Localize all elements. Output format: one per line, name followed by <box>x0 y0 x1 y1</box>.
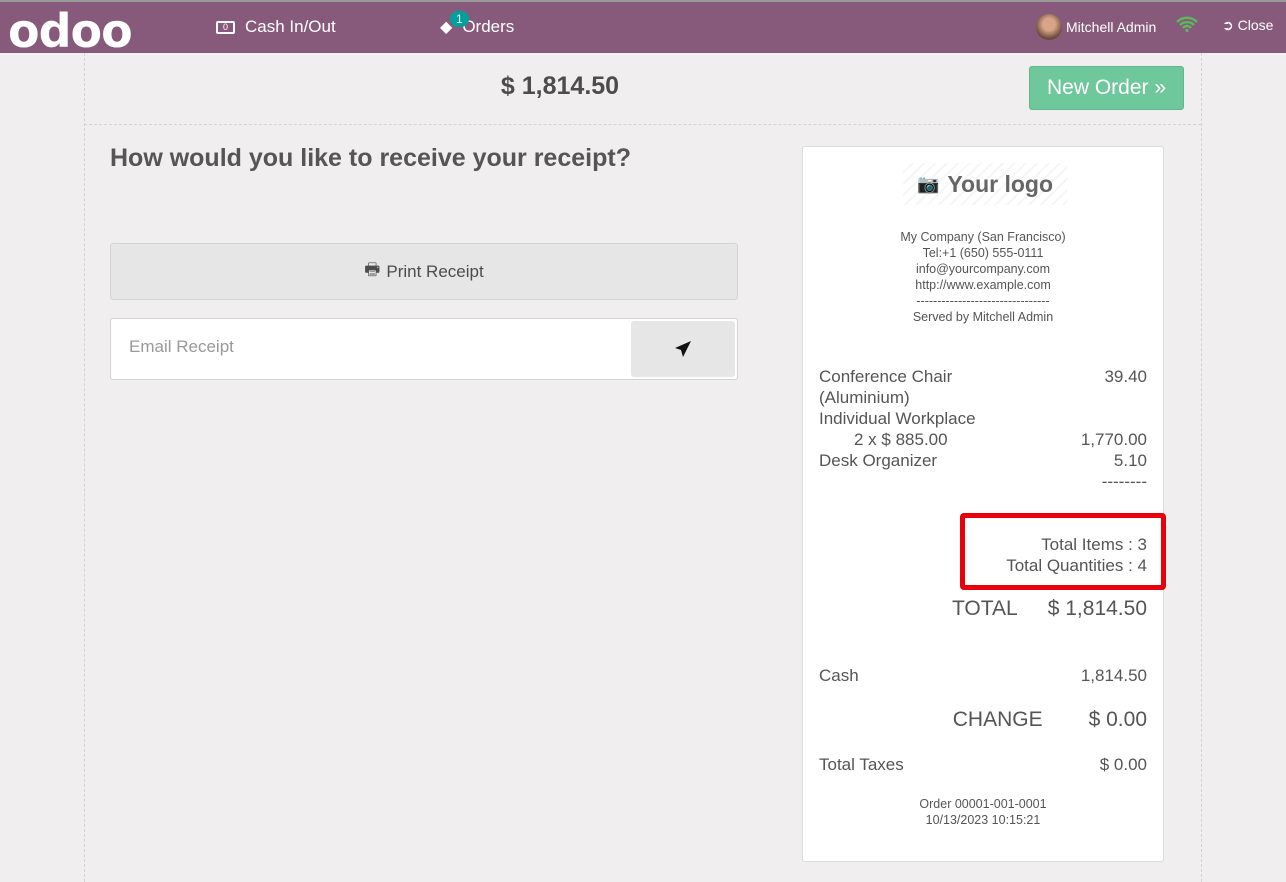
logo-text: Your logo <box>947 170 1054 197</box>
line-name: (Aluminium) <box>819 388 910 407</box>
total-quantities-text: Total Quantities : 4 <box>1006 556 1147 575</box>
navbar: odoo 0 Cash In/Out ◆ 1 Orders Mitchell A… <box>0 0 1286 58</box>
printer-icon: 🖶 <box>364 260 381 279</box>
taxes-line: Total Taxes $ 0.00 <box>819 754 1147 775</box>
company-phone: Tel:+1 (650) 555-0111 <box>922 246 1044 260</box>
highlight-box <box>960 513 1166 590</box>
cash-in-out-button[interactable]: 0 Cash In/Out <box>216 17 336 37</box>
receipt-line: Conference Chair 39.40 <box>819 366 1147 387</box>
orders-label: Orders <box>462 17 515 36</box>
taxes-label: Total Taxes <box>819 755 904 774</box>
orders-badge: 1 <box>450 11 469 27</box>
line-name: Individual Workplace <box>819 409 976 428</box>
sign-out-icon: ➲ <box>1222 17 1234 33</box>
receipt-line: Individual Workplace <box>819 408 1147 429</box>
datetime: 10/13/2023 10:15:21 <box>925 813 1041 827</box>
line-name: Conference Chair <box>819 367 953 386</box>
change-label: CHANGE <box>952 708 1043 731</box>
order-total: $ 1,814.50 <box>500 72 620 100</box>
ticket-icon: ◆ <box>440 19 453 36</box>
total-items: Total Items : 3 <box>819 534 1147 555</box>
order-ref: Order 00001-001-0001 <box>919 797 1047 811</box>
header-separator: -------------------------------- <box>916 294 1050 308</box>
send-email-button[interactable] <box>631 321 735 377</box>
receipt-line: 2 x $ 885.00 1,770.00 <box>819 429 1147 450</box>
print-receipt-label: Print Receipt <box>386 261 484 281</box>
receipt: 📷 Your logo My Company (San Francisco) T… <box>802 146 1164 862</box>
total-label: TOTAL <box>951 597 1018 620</box>
payment-line: Cash 1,814.50 <box>819 665 1147 686</box>
camera-icon: 📷 <box>916 173 940 194</box>
payment-method: Cash <box>819 666 859 685</box>
line-price: 39.40 <box>1104 367 1147 386</box>
orders-button[interactable]: ◆ 1 Orders <box>440 11 515 37</box>
company-name: My Company (San Francisco) <box>900 230 1066 244</box>
line-separator: -------- <box>819 471 1147 492</box>
change-value: $ 0.00 <box>1088 708 1147 731</box>
receipt-line: (Aluminium) <box>819 387 1147 408</box>
avatar <box>1036 14 1062 40</box>
close-button[interactable]: ➲ Close <box>1222 17 1273 34</box>
order-datetime: 10/13/2023 10:15:21 <box>819 812 1147 828</box>
cash-in-out-label: Cash In/Out <box>245 17 336 36</box>
receipt-total: TOTAL $ 1,814.50 <box>819 598 1147 619</box>
receipt-question: How would you like to receive your recei… <box>110 144 631 172</box>
company-header: My Company (San Francisco) Tel:+1 (650) … <box>803 229 1163 325</box>
line-price: 1,770.00 <box>1080 430 1147 449</box>
company-email: info@yourcompany.com <box>915 262 1051 276</box>
served-by: Served by Mitchell Admin <box>912 310 1054 324</box>
email-receipt-group <box>110 318 738 380</box>
email-input[interactable] <box>129 337 609 357</box>
line-price: 5.10 <box>1113 451 1147 470</box>
paper-plane-icon <box>675 341 691 357</box>
receipt-line: Desk Organizer 5.10 <box>819 450 1147 471</box>
close-label: Close <box>1237 17 1274 33</box>
new-order-button[interactable]: New Order » <box>1029 66 1184 110</box>
total-items-text: Total Items : 3 <box>1041 535 1147 554</box>
user-menu[interactable]: Mitchell Admin <box>1036 14 1156 40</box>
wifi-icon[interactable] <box>1176 16 1198 37</box>
company-logo: 📷 Your logo <box>903 163 1067 205</box>
separator: -------- <box>1101 472 1147 491</box>
total-quantities: Total Quantities : 4 <box>819 555 1147 576</box>
taxes-value: $ 0.00 <box>1099 755 1147 774</box>
company-website: http://www.example.com <box>915 278 1051 292</box>
total-value: $ 1,814.50 <box>1047 597 1147 620</box>
money-icon: 0 <box>216 20 235 34</box>
divider <box>84 53 85 882</box>
line-qty: 2 x $ 885.00 <box>854 430 948 449</box>
payment-amount: 1,814.50 <box>1080 666 1147 685</box>
divider <box>84 124 1201 125</box>
line-name: Desk Organizer <box>819 451 938 470</box>
change-line: CHANGE $ 0.00 <box>819 709 1147 730</box>
odoo-logo: odoo <box>8 4 133 58</box>
print-receipt-button[interactable]: 🖶 Print Receipt <box>110 243 738 300</box>
order-reference: Order 00001-001-0001 <box>819 796 1147 812</box>
user-name: Mitchell Admin <box>1066 19 1157 35</box>
divider <box>1201 53 1202 882</box>
